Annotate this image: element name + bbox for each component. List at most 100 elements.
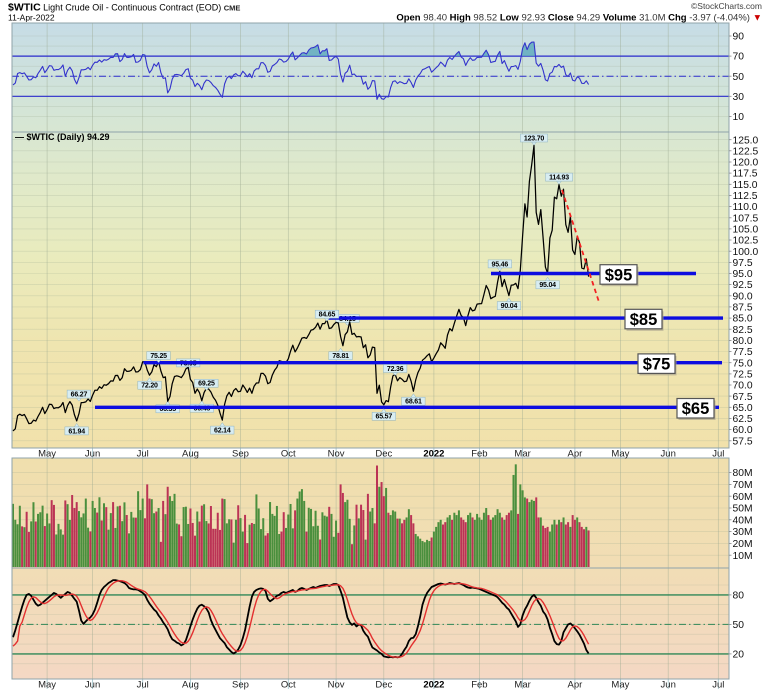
svg-text:Jun: Jun	[661, 680, 676, 691]
svg-text:102.5: 102.5	[733, 236, 759, 247]
svg-text:Jul: Jul	[137, 449, 149, 460]
svg-text:80: 80	[733, 591, 745, 602]
svg-text:Sep: Sep	[232, 680, 249, 691]
svg-text:©StockCharts.com: ©StockCharts.com	[691, 1, 762, 11]
svg-text:Oct: Oct	[281, 449, 296, 460]
svg-text:May: May	[38, 449, 56, 460]
svg-text:80M: 80M	[733, 468, 753, 479]
svg-text:122.5: 122.5	[733, 146, 759, 157]
svg-text:Feb: Feb	[471, 680, 487, 691]
svg-text:Mar: Mar	[514, 680, 530, 691]
svg-text:57.5: 57.5	[733, 436, 753, 447]
svg-text:Aug: Aug	[182, 449, 199, 460]
svg-text:60.0: 60.0	[733, 425, 753, 436]
svg-text:$75: $75	[643, 356, 671, 374]
svg-text:67.5: 67.5	[733, 392, 753, 403]
svg-text:30M: 30M	[733, 527, 753, 538]
svg-text:Oct: Oct	[281, 680, 296, 691]
svg-text:84.65: 84.65	[319, 312, 336, 319]
svg-text:Open 98.40 High 98.52 Low 92.9: Open 98.40 High 98.52 Low 92.93 Close 94…	[396, 13, 762, 24]
svg-text:30: 30	[733, 92, 745, 103]
svg-text:— $WTIC (Daily) 94.29: — $WTIC (Daily) 94.29	[15, 132, 110, 142]
svg-text:10M: 10M	[733, 551, 753, 562]
svg-text:61.94: 61.94	[68, 428, 85, 435]
svg-text:105.0: 105.0	[733, 225, 759, 236]
svg-text:Sep: Sep	[232, 449, 249, 460]
svg-text:117.5: 117.5	[733, 169, 758, 180]
svg-text:87.5: 87.5	[733, 303, 753, 314]
svg-text:75.25: 75.25	[150, 353, 167, 360]
svg-text:92.5: 92.5	[733, 280, 753, 291]
svg-text:90.0: 90.0	[733, 291, 753, 302]
svg-text:Aug: Aug	[182, 680, 199, 691]
svg-text:72.5: 72.5	[733, 370, 753, 381]
svg-text:62.14: 62.14	[214, 428, 231, 435]
svg-text:110.0: 110.0	[733, 202, 758, 213]
svg-text:62.5: 62.5	[733, 414, 753, 425]
svg-text:Jun: Jun	[85, 680, 100, 691]
svg-text:120.0: 120.0	[733, 158, 759, 169]
svg-text:Nov: Nov	[328, 449, 345, 460]
svg-text:2022: 2022	[423, 449, 444, 460]
svg-text:85.0: 85.0	[733, 314, 753, 325]
svg-text:77.5: 77.5	[733, 347, 753, 358]
svg-text:123.70: 123.70	[524, 135, 545, 142]
svg-text:Mar: Mar	[514, 449, 530, 460]
svg-text:2022: 2022	[423, 680, 444, 691]
svg-text:70.0: 70.0	[733, 381, 753, 392]
svg-text:May: May	[38, 680, 56, 691]
svg-text:115.0: 115.0	[733, 180, 758, 191]
svg-text:May: May	[611, 449, 629, 460]
svg-text:90.04: 90.04	[501, 303, 518, 310]
svg-text:50: 50	[733, 72, 745, 83]
svg-text:$85: $85	[630, 311, 658, 329]
svg-text:40M: 40M	[733, 515, 753, 526]
svg-text:50M: 50M	[733, 504, 753, 515]
svg-text:68.61: 68.61	[405, 399, 422, 406]
svg-text:72.36: 72.36	[387, 366, 404, 373]
svg-text:65.0: 65.0	[733, 403, 753, 414]
svg-text:65.57: 65.57	[376, 414, 393, 421]
svg-text:66.48: 66.48	[194, 406, 211, 413]
svg-text:Feb: Feb	[471, 449, 487, 460]
svg-text:66.27: 66.27	[71, 392, 88, 399]
svg-text:78.81: 78.81	[332, 353, 349, 360]
svg-text:72.20: 72.20	[141, 383, 158, 390]
svg-text:Dec: Dec	[375, 449, 392, 460]
svg-text:125.0: 125.0	[733, 135, 759, 146]
svg-text:May: May	[611, 680, 629, 691]
svg-text:$65: $65	[682, 400, 710, 418]
svg-text:100.0: 100.0	[733, 247, 759, 258]
svg-text:11-Apr-2022: 11-Apr-2022	[8, 13, 55, 23]
svg-text:Jul: Jul	[712, 680, 724, 691]
svg-text:Dec: Dec	[375, 680, 392, 691]
svg-text:90: 90	[733, 32, 745, 43]
svg-text:95.04: 95.04	[539, 282, 556, 289]
svg-text:Nov: Nov	[328, 680, 345, 691]
svg-text:69.25: 69.25	[198, 381, 215, 388]
svg-text:Jul: Jul	[712, 449, 724, 460]
svg-text:10: 10	[733, 112, 745, 123]
svg-text:20: 20	[733, 650, 745, 661]
svg-text:66.35: 66.35	[159, 406, 176, 413]
svg-text:20M: 20M	[733, 539, 753, 550]
svg-text:70: 70	[733, 52, 745, 63]
svg-text:Jun: Jun	[661, 449, 676, 460]
svg-text:80.0: 80.0	[733, 336, 753, 347]
svg-text:75.0: 75.0	[733, 358, 753, 369]
svg-text:$WTIC Light Crude Oil - Contin: $WTIC Light Crude Oil - Continuous Contr…	[8, 2, 240, 14]
svg-text:82.5: 82.5	[733, 325, 753, 336]
svg-text:97.5: 97.5	[733, 258, 753, 269]
svg-text:95.46: 95.46	[492, 261, 509, 268]
svg-text:114.93: 114.93	[549, 175, 569, 182]
svg-text:107.5: 107.5	[733, 213, 759, 224]
svg-text:95.0: 95.0	[733, 269, 753, 280]
svg-text:$95: $95	[605, 266, 633, 284]
svg-text:Apr: Apr	[568, 449, 583, 460]
svg-text:50: 50	[733, 620, 745, 631]
svg-text:Apr: Apr	[568, 680, 583, 691]
svg-text:60M: 60M	[733, 492, 753, 503]
svg-text:112.5: 112.5	[733, 191, 758, 202]
svg-text:70M: 70M	[733, 480, 753, 491]
svg-text:Jul: Jul	[137, 680, 149, 691]
